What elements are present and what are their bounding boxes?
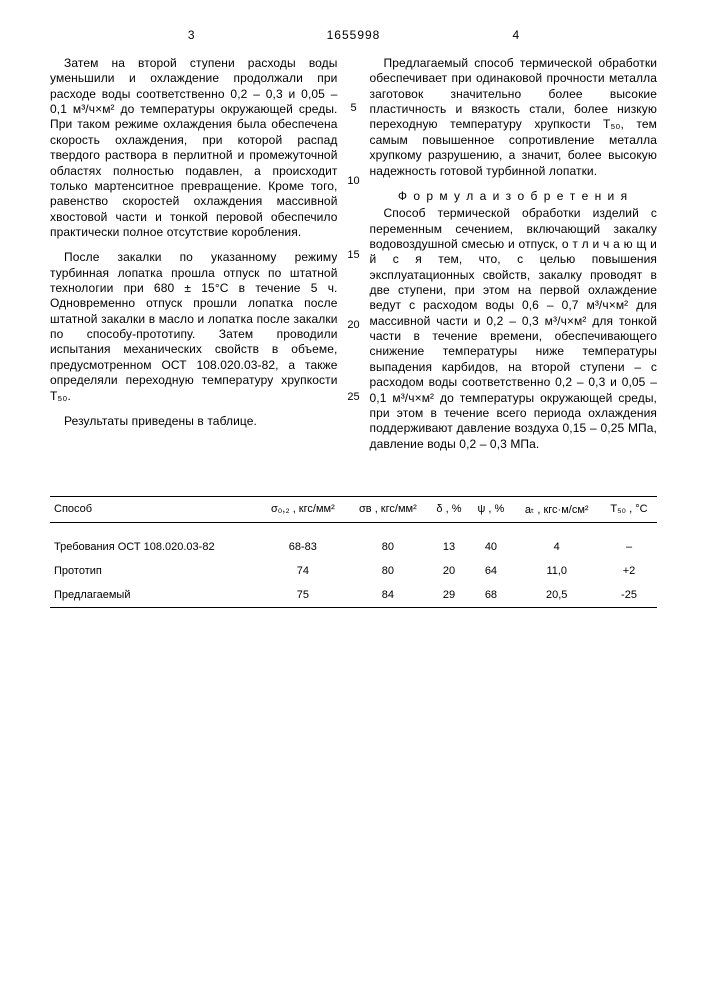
formula-text: Способ термической обработки изделий с п… <box>370 206 658 452</box>
cell: 20 <box>429 559 470 583</box>
cell: 13 <box>429 522 470 559</box>
cell: 80 <box>347 559 428 583</box>
cell: 29 <box>429 583 470 608</box>
line-num: 10 <box>346 174 362 188</box>
doc-number: 1655998 <box>272 28 434 42</box>
cell: 80 <box>347 522 428 559</box>
cell: – <box>601 522 657 559</box>
cell: Прототип <box>50 559 258 583</box>
right-intro: Предлагаемый способ термической обработк… <box>370 56 658 179</box>
line-number-gutter: 5 10 15 20 25 <box>346 56 362 462</box>
cell: 11,0 <box>512 559 601 583</box>
th-sigma02: σ₀,₂ , кгс/мм² <box>258 496 347 522</box>
th-sigmav: σв , кгс/мм² <box>347 496 428 522</box>
page-number-right: 4 <box>435 28 657 42</box>
table-row: Прототип 74 80 20 64 11,0 +2 <box>50 559 657 583</box>
th-at: aₜ , кгс·м/см² <box>512 496 601 522</box>
cell: 84 <box>347 583 428 608</box>
cell: Требования ОСТ 108.020.03-82 <box>50 522 258 559</box>
line-num: 20 <box>346 318 362 332</box>
cell: 4 <box>512 522 601 559</box>
cell: 74 <box>258 559 347 583</box>
cell: 75 <box>258 583 347 608</box>
left-para-1: Затем на второй ступени расходы воды уме… <box>50 56 338 240</box>
cell: 64 <box>469 559 512 583</box>
th-psi: ψ , % <box>469 496 512 522</box>
table-row: Требования ОСТ 108.020.03-82 68-83 80 13… <box>50 522 657 559</box>
cell: -25 <box>601 583 657 608</box>
th-t50: Т₅₀ , °С <box>601 496 657 522</box>
left-column: Затем на второй ступени расходы воды уме… <box>50 56 338 462</box>
table-row: Предлагаемый 75 84 29 68 20,5 -25 <box>50 583 657 608</box>
line-num: 25 <box>346 390 362 404</box>
results-table: Способ σ₀,₂ , кгс/мм² σв , кгс/мм² δ , %… <box>50 496 657 608</box>
th-method: Способ <box>50 496 258 522</box>
cell: 40 <box>469 522 512 559</box>
right-column: Предлагаемый способ термической обработк… <box>370 56 658 462</box>
line-num: 5 <box>346 101 362 115</box>
page-number-left: 3 <box>50 28 272 42</box>
left-para-2: После закалки по указанному режиму турби… <box>50 250 338 404</box>
cell: Предлагаемый <box>50 583 258 608</box>
cell: 20,5 <box>512 583 601 608</box>
th-delta: δ , % <box>429 496 470 522</box>
formula-title: Ф о р м у л а и з о б р е т е н и я <box>370 189 658 204</box>
cell: +2 <box>601 559 657 583</box>
cell: 68 <box>469 583 512 608</box>
left-para-3: Результаты приведены в таблице. <box>50 414 338 429</box>
line-num: 15 <box>346 248 362 262</box>
cell: 68-83 <box>258 522 347 559</box>
